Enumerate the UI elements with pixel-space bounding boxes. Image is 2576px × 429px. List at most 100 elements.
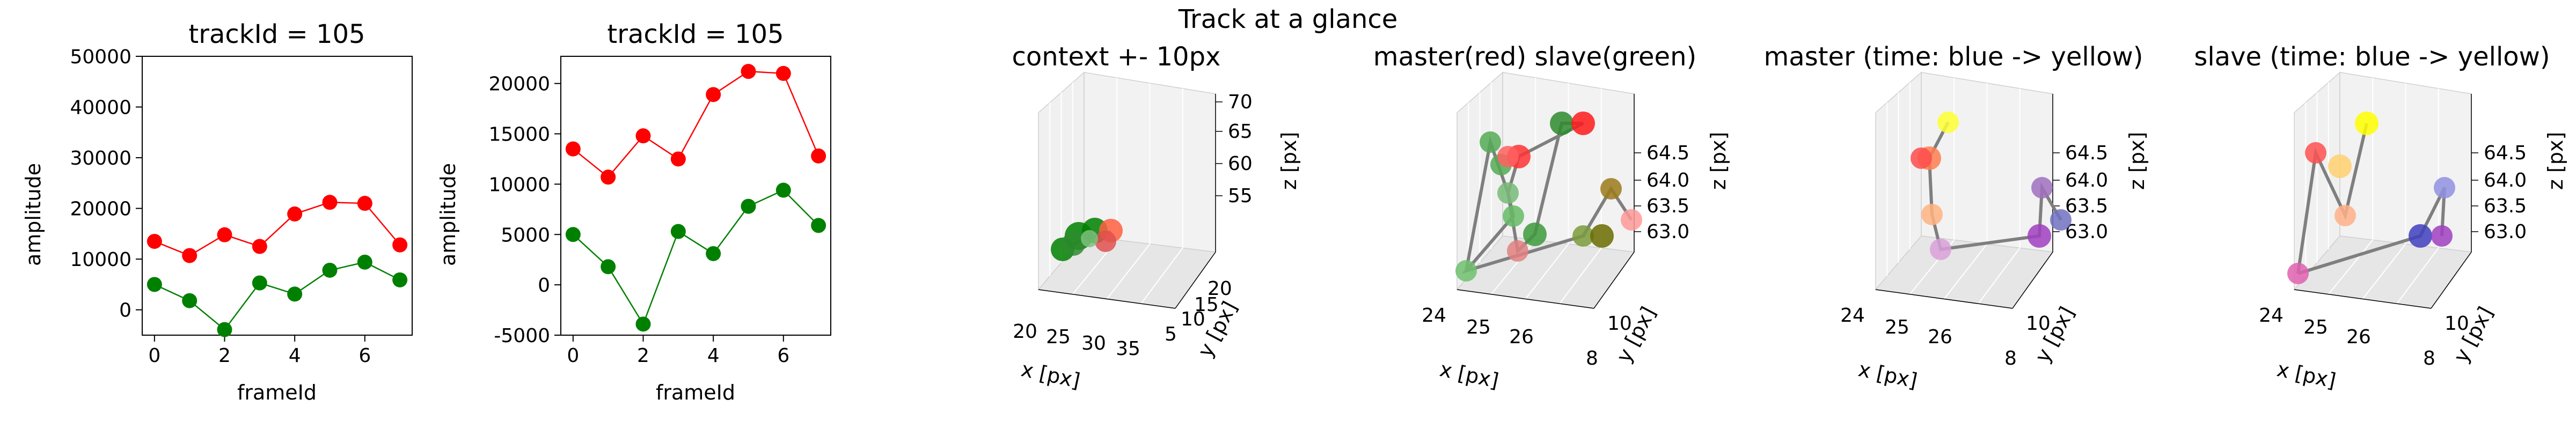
grid-line <box>1525 243 1569 300</box>
y-tick-label: 8 <box>2423 347 2435 369</box>
grid-line <box>2328 239 2374 295</box>
grid-line <box>1140 247 1183 304</box>
chart-title: master(red) slave(green) <box>1373 42 1696 72</box>
y-tick-label: 40000 <box>70 97 131 119</box>
grid-line <box>1943 243 1988 300</box>
x-tick-label: 0 <box>148 345 160 367</box>
data-point <box>217 227 232 242</box>
data-point <box>2355 112 2379 135</box>
data-point <box>2431 225 2453 247</box>
data-point <box>635 128 651 144</box>
y-tick-label: 15000 <box>488 124 550 146</box>
x-tick-label: 26 <box>1928 326 1952 348</box>
y-tick-label: 10 <box>1607 313 1632 335</box>
z-axis-label: z [px] <box>2544 132 2567 190</box>
figure-title: Track at a glance <box>1178 4 1398 34</box>
data-point <box>252 239 267 254</box>
data-point <box>392 237 408 253</box>
x-axis-line <box>1875 289 2013 309</box>
x-axis-label: frameId <box>237 381 317 404</box>
z-tick-label: 63.5 <box>1646 195 1689 217</box>
data-point <box>217 322 232 337</box>
data-point <box>2028 224 2051 248</box>
data-point <box>252 275 267 291</box>
x-tick-label: 25 <box>1885 316 1909 338</box>
x-tick-label: 24 <box>1422 305 1446 327</box>
y-axis-line <box>2012 252 2053 309</box>
y-axis-line <box>2431 252 2472 309</box>
data-point <box>706 246 721 261</box>
x-tick-label: 24 <box>2259 305 2284 327</box>
data-point <box>1937 112 1959 133</box>
data-point <box>147 277 162 292</box>
z-tick-label: 64.5 <box>1646 142 1689 164</box>
data-point <box>670 224 686 239</box>
x-tick-label: 2 <box>637 345 649 367</box>
x-tick-label: 26 <box>2346 326 2371 348</box>
data-point <box>601 259 616 275</box>
z-axis-label: z [px] <box>1707 132 1730 190</box>
z-tick-label: 64.0 <box>1646 169 1689 191</box>
data-point <box>2334 205 2356 226</box>
data-point <box>2031 177 2053 198</box>
data-point <box>565 227 581 242</box>
x-tick-label: 0 <box>567 345 579 367</box>
x-tick-label: 24 <box>1840 305 1865 327</box>
y-tick-label: 20000 <box>488 73 550 95</box>
y-tick-label: 5 <box>1165 323 1177 345</box>
line-chart-2: trackId = 105 frameId amplitude 0 2 4 6 -500… <box>436 19 831 404</box>
data-point <box>2409 224 2432 248</box>
data-point <box>287 206 303 222</box>
x-tick-label: 6 <box>777 345 789 367</box>
chart-title: trackId = 105 <box>188 19 365 49</box>
x-tick-label: 20 <box>1013 321 1037 343</box>
y-tick-label: 8 <box>2004 347 2017 369</box>
y-tick-label: 10 <box>1181 308 1205 330</box>
y-axis-line <box>1175 252 1216 309</box>
x-tick-label: 25 <box>1046 326 1071 348</box>
x-axis-label: frameId <box>656 381 735 404</box>
data-point <box>287 286 303 302</box>
z-tick-label: 63.5 <box>2484 195 2527 217</box>
data-point <box>1503 205 1524 227</box>
data-point <box>1921 204 1943 225</box>
z-tick-label: 64.5 <box>2065 142 2108 164</box>
data-point <box>1911 147 1932 169</box>
y-tick-label: 50000 <box>70 46 131 68</box>
data-point <box>1095 231 1116 252</box>
grid-line <box>2362 243 2406 300</box>
data-point <box>1480 131 1501 153</box>
z-tick-label: 65 <box>1228 121 1253 143</box>
z-tick-label: 63.5 <box>2065 195 2108 217</box>
z-tick-label: 64.5 <box>2484 142 2527 164</box>
data-point <box>182 293 197 308</box>
data-point <box>775 182 791 198</box>
y-tick-label: 10000 <box>488 174 550 196</box>
y-tick-label: 15 <box>1194 294 1219 316</box>
data-point <box>2050 209 2072 231</box>
y-tick-label: 30000 <box>70 147 131 169</box>
data-point <box>635 316 651 332</box>
data-point <box>322 195 338 210</box>
chart-title: master (time: blue -> yellow) <box>1764 42 2143 72</box>
data-point <box>1497 146 1519 167</box>
data-point <box>1507 240 1528 262</box>
y-tick-label: 8 <box>1586 347 1598 369</box>
data-point <box>1571 112 1595 135</box>
data-point <box>2328 154 2352 178</box>
track-line <box>2296 123 2368 274</box>
z-tick-label: 63.0 <box>1646 221 1689 243</box>
y-tick-label: 10 <box>2026 313 2051 335</box>
grid-line <box>2396 247 2439 304</box>
data-point <box>1081 230 1098 247</box>
data-point <box>706 87 721 102</box>
z-tick-label: 64.0 <box>2484 169 2527 191</box>
scatter3d-master-slave: master(red) slave(green) x [px] y [px] z… <box>1373 42 1730 393</box>
y-axis-label: amplitude <box>21 163 45 266</box>
data-point <box>1455 260 1477 282</box>
chart-title: context +- 10px <box>1012 42 1221 72</box>
plot-frame <box>142 56 413 336</box>
data-point <box>601 169 616 185</box>
x-tick-label: 6 <box>358 345 371 367</box>
